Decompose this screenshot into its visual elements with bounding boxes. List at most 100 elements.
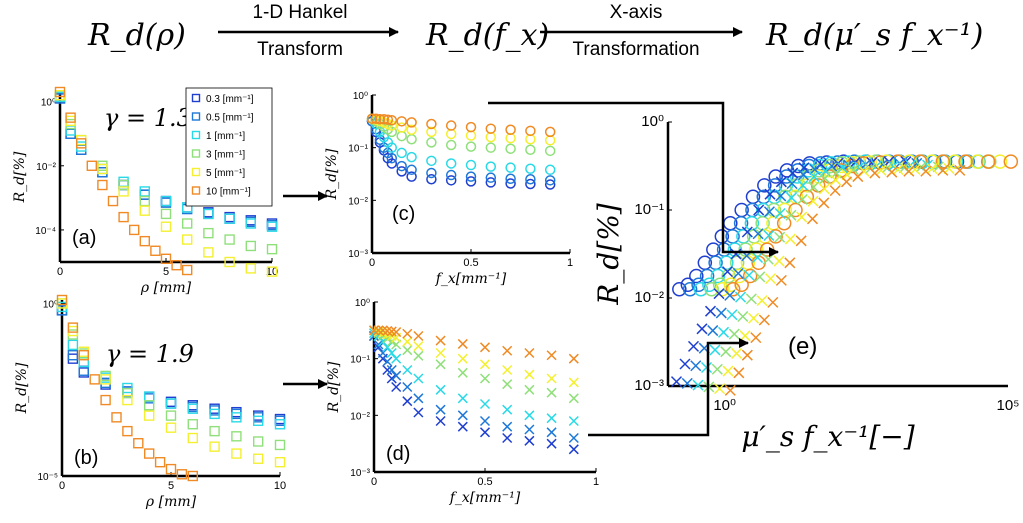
data-point xyxy=(485,142,497,153)
data-point xyxy=(457,353,468,364)
data-point xyxy=(465,171,477,182)
data-point xyxy=(457,367,468,378)
data-point xyxy=(386,373,397,384)
legend-label: 10 [mm⁻¹] xyxy=(206,187,251,198)
data-point xyxy=(118,179,129,191)
data-point xyxy=(819,172,831,184)
data-point xyxy=(773,255,785,267)
y-tick-label: 10⁻¹ xyxy=(348,144,368,155)
connector-arrows xyxy=(283,101,779,437)
data-point xyxy=(65,125,76,136)
data-point xyxy=(75,144,87,155)
data-point xyxy=(426,174,437,185)
data-point xyxy=(479,342,491,353)
data-point xyxy=(402,345,413,356)
y-axis-label: R_d[%] xyxy=(324,148,340,200)
data-point xyxy=(935,154,951,169)
data-point xyxy=(754,271,766,283)
y-tick-label: 10⁰ xyxy=(641,113,664,130)
data-point xyxy=(502,379,513,390)
data-point xyxy=(396,147,407,159)
data-point xyxy=(67,350,79,361)
data-point xyxy=(785,209,797,221)
data-point xyxy=(926,163,938,175)
data-point xyxy=(75,144,87,155)
data-point xyxy=(875,164,887,176)
data-point xyxy=(681,377,693,389)
data-point xyxy=(413,341,424,352)
data-point xyxy=(954,164,966,176)
data-point xyxy=(525,178,536,190)
data-point xyxy=(445,139,457,151)
x-axis-label: μ′_s f_x⁻¹[−] xyxy=(741,420,914,453)
data-point xyxy=(378,113,390,125)
data-point xyxy=(435,404,446,415)
data-point xyxy=(67,325,79,337)
data-point xyxy=(788,202,803,218)
data-point xyxy=(465,159,477,171)
data-point xyxy=(505,124,516,136)
data-point xyxy=(139,205,151,216)
data-point xyxy=(65,118,76,130)
data-point xyxy=(479,415,491,427)
data-point xyxy=(1003,154,1019,169)
data-point xyxy=(139,235,151,247)
legend-item: 1 [mm⁻¹] xyxy=(191,130,245,142)
data-point xyxy=(402,328,413,339)
series-6 xyxy=(56,294,199,482)
data-point xyxy=(947,154,962,169)
data-point xyxy=(502,421,513,432)
y-axis-label: R_d[%] xyxy=(592,203,625,306)
data-point xyxy=(191,186,201,195)
data-point xyxy=(718,326,730,338)
x-tick-label: 10⁵ xyxy=(997,397,1020,414)
data-point xyxy=(224,256,235,268)
data-point xyxy=(693,281,709,297)
x-axis-label: f_x[mm⁻¹] xyxy=(435,271,507,287)
data-point xyxy=(100,394,111,406)
data-point xyxy=(774,231,786,243)
data-point xyxy=(402,336,413,347)
data-point xyxy=(56,294,68,306)
data-point xyxy=(465,130,477,141)
data-point xyxy=(505,143,516,154)
data-point xyxy=(445,175,457,186)
data-point xyxy=(795,235,807,247)
data-point xyxy=(485,131,497,143)
data-point xyxy=(457,338,468,349)
data-point xyxy=(67,339,79,351)
data-point xyxy=(748,312,760,324)
data-point xyxy=(370,113,382,124)
data-point xyxy=(544,179,556,190)
data-point xyxy=(779,169,794,184)
data-point xyxy=(943,163,955,175)
data-point xyxy=(252,436,264,447)
data-point xyxy=(728,328,740,340)
data-point xyxy=(396,166,407,177)
data-point xyxy=(485,161,497,172)
data-point xyxy=(133,438,144,449)
data-point xyxy=(713,288,725,300)
data-point xyxy=(784,233,796,245)
data-point xyxy=(150,245,161,256)
x-tick-label: 5 xyxy=(163,266,169,278)
data-point xyxy=(143,448,155,459)
data-point xyxy=(171,260,182,271)
header: R_d(ρ) 1-D Hankel Transform R_d(f_x) X-a… xyxy=(87,2,983,60)
data-point xyxy=(731,347,743,359)
data-point xyxy=(122,387,133,399)
x-axis-label: ρ [mm] xyxy=(145,494,197,510)
x-tick-label: 10 xyxy=(274,480,286,492)
data-point xyxy=(715,281,730,297)
data-point xyxy=(386,347,397,359)
panel-label: (a) xyxy=(72,227,96,249)
data-point xyxy=(382,342,393,353)
data-point xyxy=(502,345,513,356)
data-point xyxy=(741,349,753,361)
series-6 xyxy=(54,86,193,276)
data-point xyxy=(920,165,932,177)
panel-c: 10⁰ 10⁻¹ 10⁻² 10⁻³0 0.5 1 f_x[mm⁻¹] R_d[%] (c) xyxy=(324,91,573,287)
data-point xyxy=(445,128,457,140)
data-point xyxy=(892,163,904,176)
